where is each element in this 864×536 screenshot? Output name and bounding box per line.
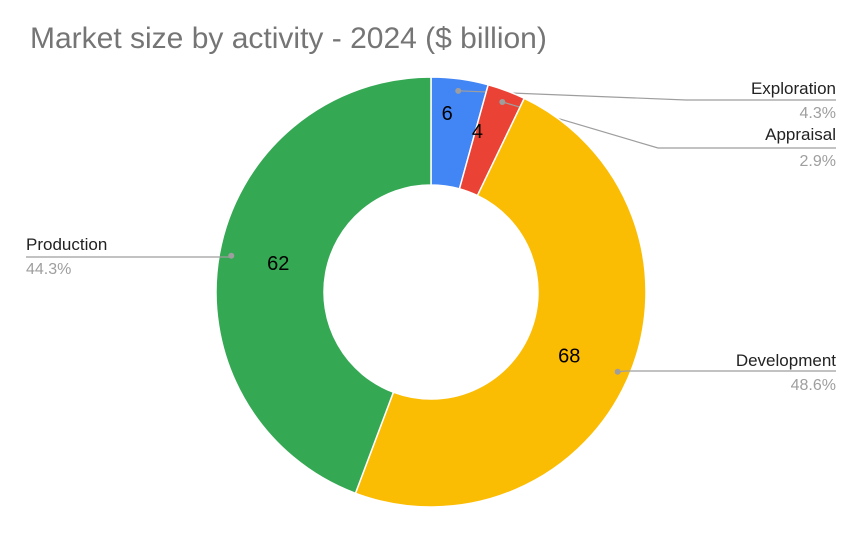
percent-label-exploration: 4.3% [800, 105, 836, 122]
percent-label-development: 48.6% [791, 377, 836, 394]
slice-production [215, 76, 432, 495]
leader-line-exploration [458, 90, 836, 101]
category-label-exploration: Exploration [751, 79, 836, 98]
category-label-appraisal: Appraisal [765, 125, 836, 144]
percent-label-production: 44.3% [26, 261, 71, 278]
percent-label-appraisal: 2.9% [800, 153, 836, 170]
value-label-appraisal: 4 [472, 121, 483, 143]
category-label-development: Development [736, 351, 836, 370]
leader-line-production [26, 255, 232, 258]
category-label-production: Production [26, 235, 107, 254]
chart-title: Market size by activity - 2024 ($ billio… [30, 22, 547, 55]
value-label-development: 68 [558, 345, 580, 367]
value-label-production: 62 [267, 253, 289, 275]
slice-development [354, 97, 647, 508]
leader-dot-production [228, 252, 235, 259]
leader-line-development [617, 370, 836, 373]
value-label-exploration: 6 [442, 103, 453, 125]
